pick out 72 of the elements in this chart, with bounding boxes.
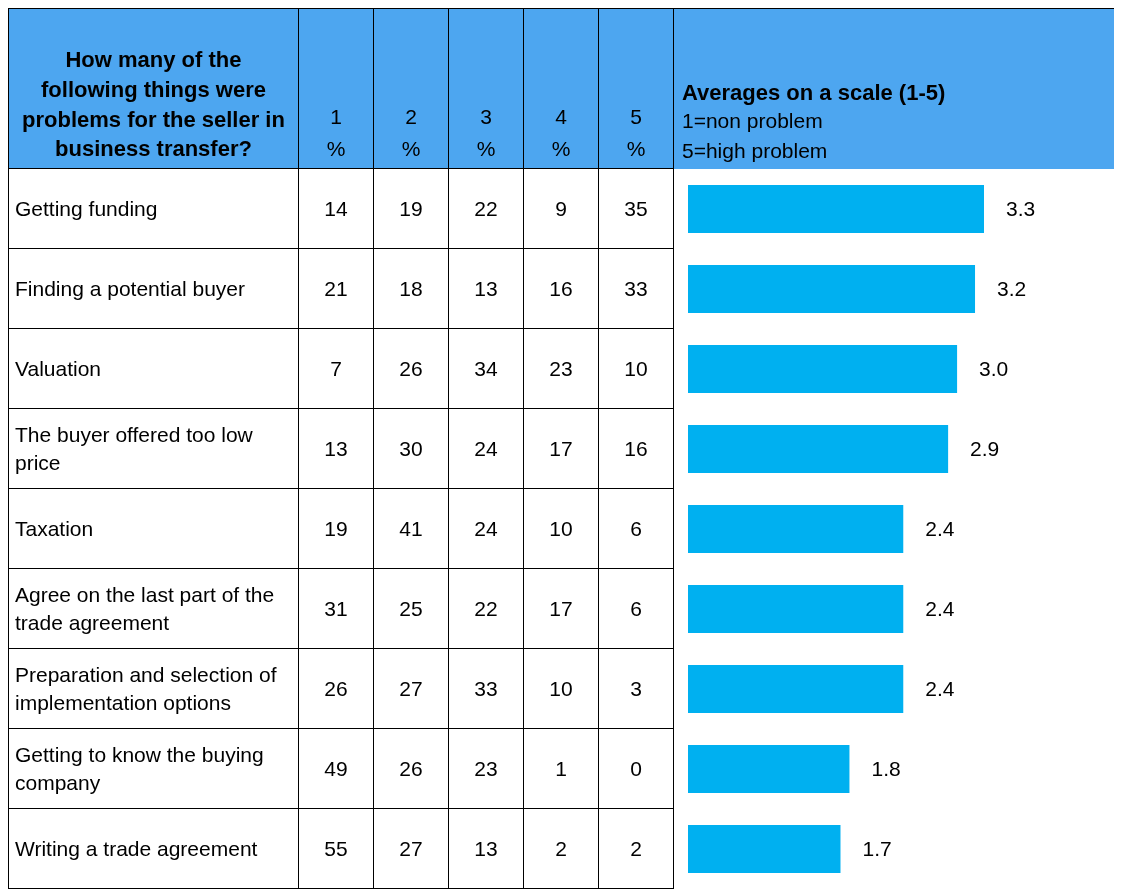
- data-label: 19: [373, 168, 449, 249]
- x-tick-label: 3 %: [476, 104, 496, 162]
- data-label: 23: [523, 328, 599, 409]
- x-tick-label: 2 %: [401, 104, 421, 162]
- x-tick-label: 1 %: [326, 104, 346, 162]
- data-label: 26: [373, 728, 449, 809]
- data-label: 34: [448, 328, 524, 409]
- data-label: 10: [523, 648, 599, 729]
- data-label: 0: [598, 728, 674, 809]
- data-label: 30: [373, 408, 449, 489]
- chart-title: Averages on a scale (1-5): [682, 80, 947, 107]
- y-tick-label: Getting funding: [8, 168, 299, 249]
- data-label: 13: [448, 248, 524, 329]
- data-label: 17: [523, 568, 599, 649]
- data-label: 3.2: [997, 277, 1027, 301]
- data-label: 2.4: [925, 517, 955, 541]
- y-tick-label: Taxation: [8, 488, 299, 569]
- data-label: 41: [373, 488, 449, 569]
- data-label: 25: [373, 568, 449, 649]
- data-label: 1: [523, 728, 599, 809]
- data-label: 2.4: [925, 597, 955, 621]
- y-tick-label: Writing a trade agreement: [8, 808, 299, 889]
- data-label: 27: [373, 808, 449, 889]
- data-label: 13: [298, 408, 374, 489]
- data-label: 18: [373, 248, 449, 329]
- data-label: 3: [598, 648, 674, 729]
- data-label: 19: [298, 488, 374, 569]
- data-label: 49: [298, 728, 374, 809]
- x-tick-label: 4 %: [551, 104, 571, 162]
- data-label: 27: [373, 648, 449, 729]
- data-label: 33: [448, 648, 524, 729]
- data-label: 55: [298, 808, 374, 889]
- y-tick-label: Getting to know the buying company: [8, 728, 299, 809]
- data-label: 24: [448, 488, 524, 569]
- data-label: 33: [598, 248, 674, 329]
- data-label: 10: [523, 488, 599, 569]
- data-label: 31: [298, 568, 374, 649]
- data-label: 7: [298, 328, 374, 409]
- x-tick-label: 5 %: [626, 104, 646, 162]
- data-label: 2.4: [925, 677, 955, 701]
- data-label: 26: [373, 328, 449, 409]
- data-label: 3.3: [1006, 197, 1036, 221]
- chart-title: How many of the following things were problems for the seller in business transfer?: [8, 8, 299, 169]
- text: 5=high problem: [682, 137, 829, 164]
- data-label: 17: [523, 408, 599, 489]
- data-label: 9: [523, 168, 599, 249]
- data-label: 3.0: [979, 357, 1009, 381]
- y-tick-label: Finding a potential buyer: [8, 248, 299, 329]
- y-tick-label: Agree on the last part of the trade agreement: [8, 568, 299, 649]
- text: 1=non problem: [682, 108, 824, 135]
- data-label: 10: [598, 328, 674, 409]
- data-label: 2: [598, 808, 674, 889]
- data-label: 2.9: [970, 437, 1000, 461]
- data-label: 26: [298, 648, 374, 729]
- y-tick-label: Preparation and selection of implementation options: [8, 648, 299, 729]
- data-label: 23: [448, 728, 524, 809]
- data-label: 14: [298, 168, 374, 249]
- data-label: 16: [598, 408, 674, 489]
- data-label: 24: [448, 408, 524, 489]
- data-label: 22: [448, 568, 524, 649]
- data-label: 35: [598, 168, 674, 249]
- y-tick-label: The buyer offered too low price: [8, 408, 299, 489]
- data-label: 13: [448, 808, 524, 889]
- data-label: 6: [598, 488, 674, 569]
- data-label: 2: [523, 808, 599, 889]
- y-tick-label: Valuation: [8, 328, 299, 409]
- data-label: 22: [448, 168, 524, 249]
- data-label: 6: [598, 568, 674, 649]
- data-label: 16: [523, 248, 599, 329]
- data-label: 21: [298, 248, 374, 329]
- data-label: 1.8: [871, 757, 901, 781]
- data-label: 1.7: [862, 837, 892, 861]
